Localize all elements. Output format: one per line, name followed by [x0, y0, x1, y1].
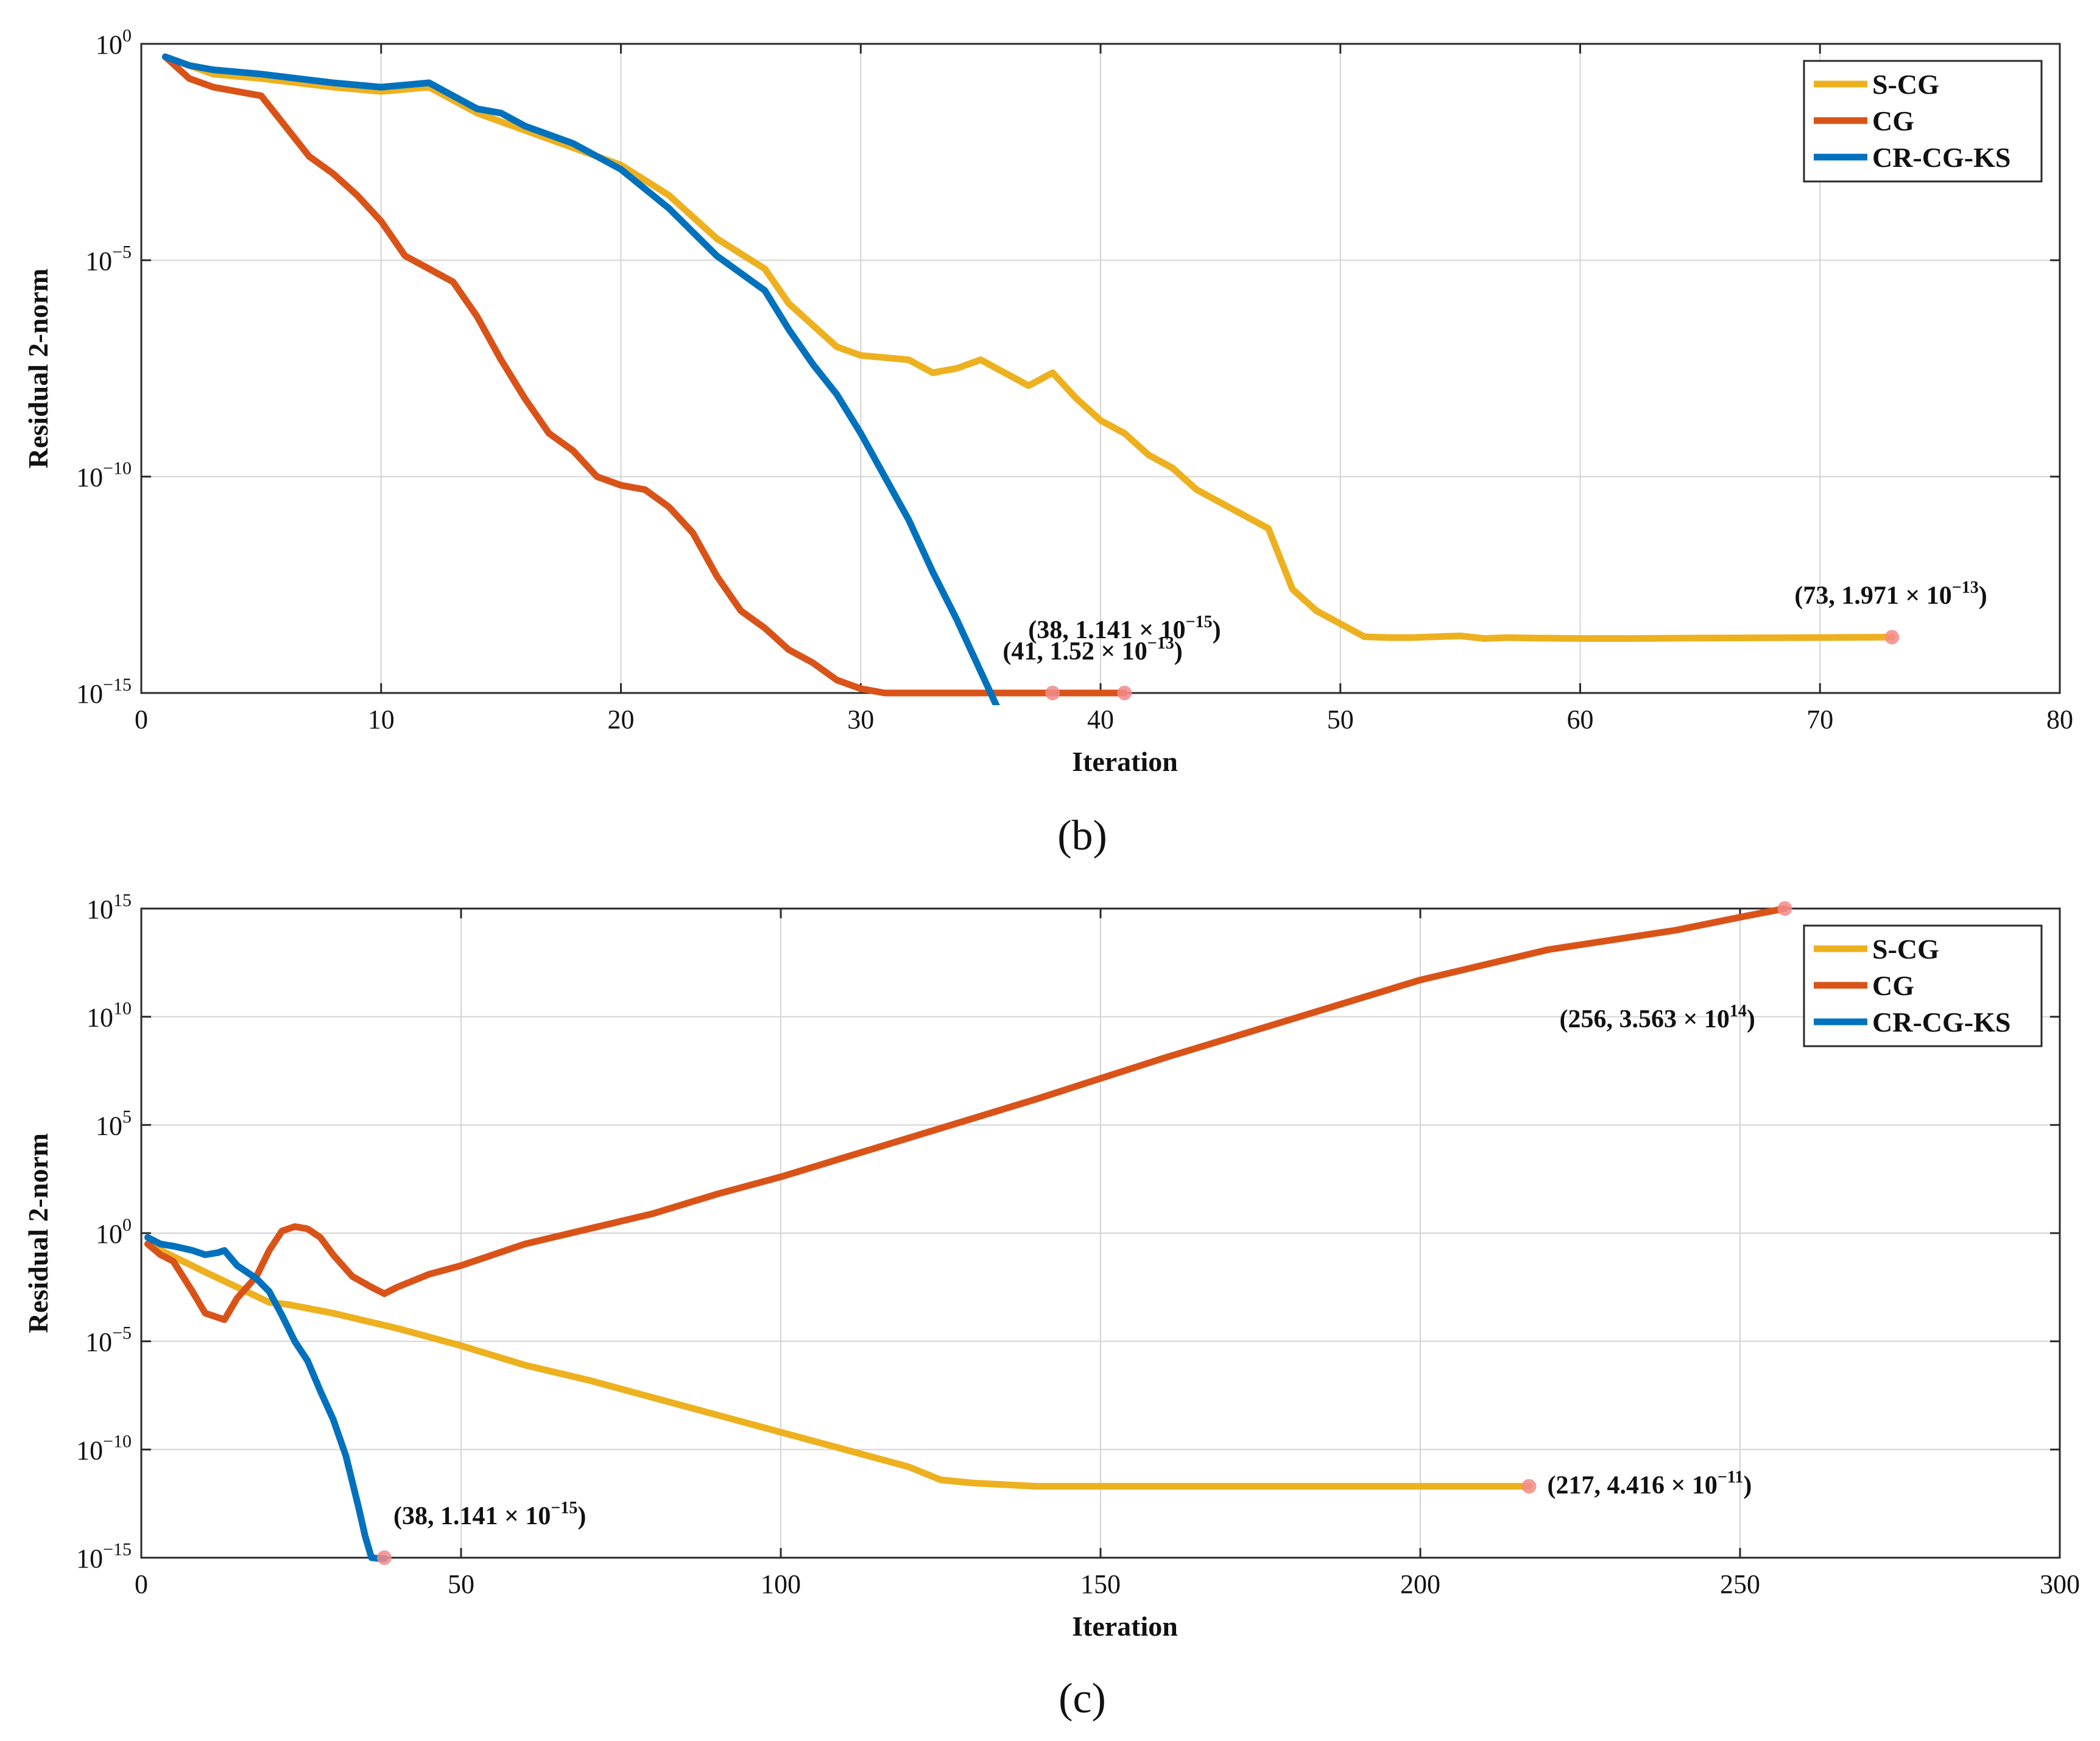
x-tick-label: 50 — [1327, 705, 1354, 734]
x-tick-label: 10 — [368, 705, 395, 734]
endpoint-annotation: (217, 4.416 × 10−11) — [1548, 1468, 1752, 1500]
x-tick-label: 300 — [2040, 1569, 2080, 1599]
x-tick-label: 0 — [135, 1569, 148, 1599]
x-tick-label: 0 — [135, 705, 148, 734]
x-tick-label: 100 — [761, 1569, 801, 1599]
y-tick-label: 1015 — [86, 890, 132, 924]
x-tick-label: 250 — [1720, 1569, 1760, 1599]
endpoint-annotation: (38, 1.141 × 10−15) — [393, 1499, 586, 1530]
endpoint-marker — [1045, 686, 1060, 700]
x-tick-label: 200 — [1400, 1569, 1440, 1599]
endpoint-marker — [1884, 630, 1900, 645]
legend-label: CR-CG-KS — [1872, 1007, 2010, 1038]
endpoint-marker — [377, 1550, 392, 1565]
x-axis-title: Iteration — [1072, 746, 1178, 777]
x-tick-label: 40 — [1087, 705, 1114, 734]
series-line-s-cg — [144, 1240, 1532, 1490]
endpoint-annotation: (41, 1.52 × 10−13) — [1002, 634, 1182, 666]
y-tick-label: 1010 — [86, 999, 132, 1033]
x-tick-label: 150 — [1080, 1569, 1121, 1599]
x-tick-label: 30 — [847, 705, 874, 734]
legend-label: CR-CG-KS — [1872, 142, 2010, 173]
panel-label: (b) — [1057, 812, 1107, 859]
y-tick-label: 10−15 — [76, 1539, 132, 1574]
x-axis-title: Iteration — [1072, 1611, 1178, 1642]
y-tick-label: 10−5 — [85, 242, 132, 276]
y-tick-label: 10−5 — [85, 1323, 132, 1357]
x-tick-label: 60 — [1567, 705, 1594, 734]
x-tick-label: 50 — [448, 1569, 474, 1599]
panel-label: (c) — [1059, 1675, 1106, 1722]
x-tick-label: 20 — [608, 705, 635, 734]
endpoint-annotation: (256, 3.563 × 1014) — [1560, 1002, 1755, 1033]
legend-label: CG — [1872, 970, 1914, 1001]
series-line-cg — [144, 905, 1788, 1323]
x-tick-label: 70 — [1806, 705, 1833, 734]
y-tick-label: 10−10 — [76, 459, 132, 493]
chart-panel-b: 0 10 20 30 40 50 60 70 80 100 10−5 10−10 10−15 Iterat… — [23, 26, 2073, 859]
legend-label: CG — [1872, 105, 1914, 136]
x-tick-label: 80 — [2046, 705, 2073, 734]
y-axis-title: Residual 2-norm — [23, 269, 54, 468]
endpoint-marker — [1117, 686, 1132, 700]
y-tick-label: 105 — [96, 1106, 132, 1141]
chart-panel-c: 0 50 100 150 200 250 300 1015 1010 105 100 10−5 10−1… — [23, 890, 2080, 1722]
series-line-cg — [161, 53, 1128, 697]
legend-label: S-CG — [1872, 934, 1939, 965]
endpoint-marker — [1521, 1479, 1537, 1494]
y-tick-label: 100 — [96, 26, 132, 60]
series-line-cr-cg-ks — [161, 53, 1000, 705]
series-line-s-cg — [161, 53, 1895, 642]
y-axis-title: Residual 2-norm — [23, 1133, 54, 1333]
endpoint-marker — [1777, 901, 1792, 916]
y-tick-label: 10−10 — [76, 1431, 132, 1465]
series-line-cr-cg-ks — [144, 1234, 388, 1562]
endpoint-annotation: (73, 1.971 × 10−13) — [1794, 578, 1987, 610]
y-tick-label: 10−15 — [76, 675, 132, 709]
endpoint-annotation: (38, 1.141 × 10−15) — [1028, 613, 1221, 644]
y-tick-label: 100 — [96, 1215, 132, 1249]
legend-label: S-CG — [1872, 69, 1939, 100]
